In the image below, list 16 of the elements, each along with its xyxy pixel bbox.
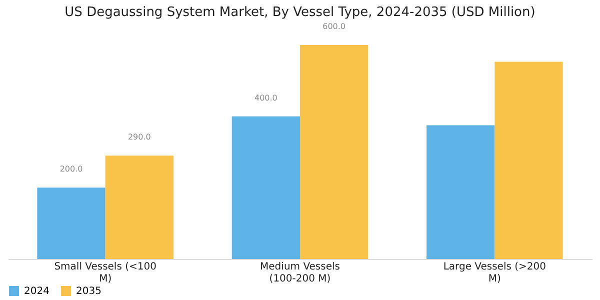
data-label: 200.0 — [60, 164, 83, 174]
legend-label: 2024 — [24, 286, 50, 297]
legend-label: 2035 — [76, 286, 102, 297]
bar — [37, 188, 106, 259]
bar — [426, 125, 495, 259]
bar — [232, 116, 300, 259]
data-label: 290.0 — [128, 132, 151, 142]
bar — [494, 62, 563, 259]
data-label: 400.0 — [254, 93, 278, 102]
chart-title: US Degaussing System Market, By Vessel Type, 2024-2035 (USD Million) — [64, 5, 536, 20]
x-tick-label: Medium Vessels (100-200 M) — [260, 262, 340, 284]
x-tick-label: Small Vessels (<100 M) — [54, 262, 156, 284]
bar — [105, 156, 174, 259]
x-tick-label: Large Vessels (>200 M) — [443, 262, 546, 284]
data-label: 600.0 — [322, 22, 346, 31]
bar — [300, 45, 368, 259]
